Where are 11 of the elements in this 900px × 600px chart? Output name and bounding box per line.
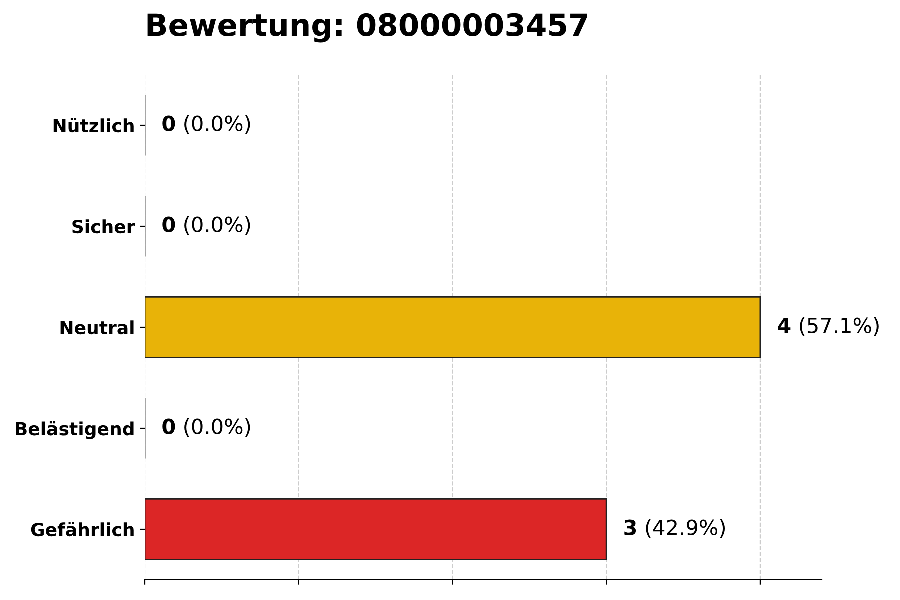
data-label: 0 (0.0%) [162,418,250,437]
chart-title: Bewertung: 08000003457 [148,13,588,43]
data-label: 3 (42.9%) [624,519,726,538]
y-tick-label: Nützlich [54,118,134,133]
y-tick-label: Belästigend [16,422,134,440]
y-tick-label: Sicher [72,220,136,234]
data-label: 0 (0.0%) [162,115,250,134]
y-tick-label: Gefährlich [31,522,134,537]
data-label: 4 (57.1%) [778,317,879,336]
data-label: 0 (0.0%) [162,216,250,235]
y-tick-label: Neutral [60,320,134,335]
